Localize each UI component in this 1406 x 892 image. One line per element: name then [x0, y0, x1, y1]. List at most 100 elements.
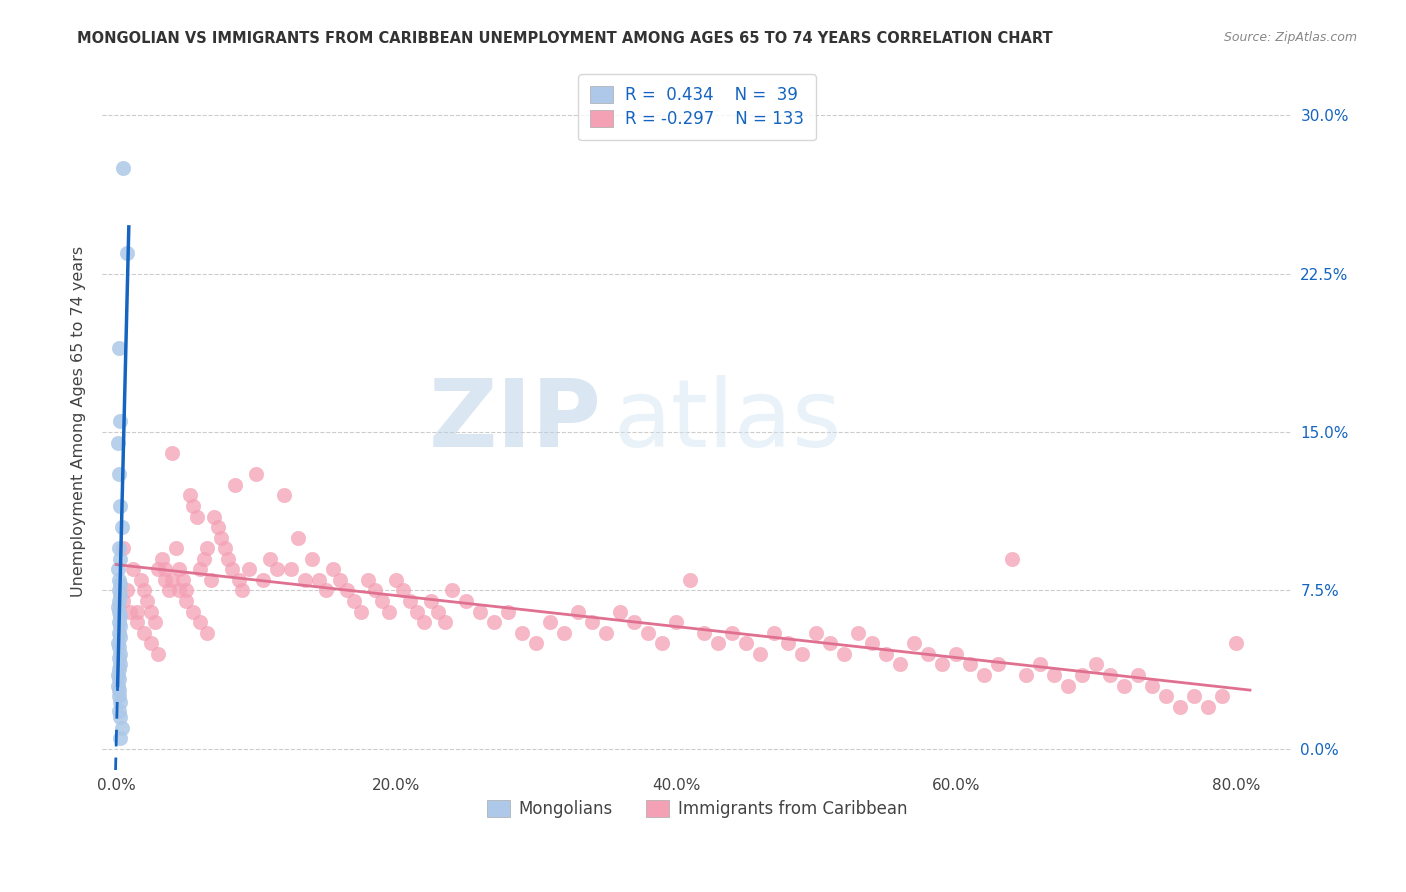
Point — [107, 562, 129, 576]
Point — [889, 657, 911, 672]
Point — [266, 562, 288, 576]
Point — [141, 605, 163, 619]
Point — [294, 573, 316, 587]
Point — [107, 435, 129, 450]
Point — [141, 636, 163, 650]
Point — [110, 499, 132, 513]
Point — [160, 573, 183, 587]
Point — [110, 619, 132, 633]
Point — [987, 657, 1010, 672]
Point — [181, 605, 204, 619]
Point — [1112, 679, 1135, 693]
Point — [420, 594, 443, 608]
Point — [1197, 699, 1219, 714]
Point — [427, 605, 450, 619]
Point — [406, 605, 429, 619]
Point — [110, 657, 132, 672]
Point — [287, 531, 309, 545]
Point — [357, 573, 380, 587]
Point — [152, 551, 174, 566]
Point — [127, 615, 149, 629]
Point — [665, 615, 688, 629]
Point — [315, 583, 337, 598]
Point — [181, 499, 204, 513]
Point — [193, 551, 215, 566]
Point — [120, 605, 142, 619]
Point — [108, 594, 131, 608]
Point — [108, 651, 131, 665]
Point — [1057, 679, 1080, 693]
Point — [1140, 679, 1163, 693]
Point — [482, 615, 505, 629]
Point — [350, 605, 373, 619]
Point — [107, 636, 129, 650]
Point — [301, 551, 323, 566]
Point — [1029, 657, 1052, 672]
Point — [1211, 689, 1233, 703]
Point — [108, 605, 131, 619]
Point — [322, 562, 344, 576]
Point — [1182, 689, 1205, 703]
Point — [209, 531, 232, 545]
Point — [273, 488, 295, 502]
Point — [343, 594, 366, 608]
Point — [329, 573, 352, 587]
Point — [112, 541, 135, 556]
Point — [392, 583, 415, 598]
Legend: Mongolians, Immigrants from Caribbean: Mongolians, Immigrants from Caribbean — [481, 793, 914, 824]
Point — [108, 682, 131, 697]
Point — [973, 668, 995, 682]
Point — [165, 541, 187, 556]
Point — [581, 615, 603, 629]
Point — [148, 562, 170, 576]
Point — [179, 488, 201, 502]
Point — [107, 668, 129, 682]
Point — [221, 562, 243, 576]
Point — [538, 615, 561, 629]
Point — [1001, 551, 1024, 566]
Point — [167, 583, 190, 598]
Point — [931, 657, 953, 672]
Point — [553, 625, 575, 640]
Point — [108, 467, 131, 482]
Point — [1168, 699, 1191, 714]
Point — [832, 647, 855, 661]
Point — [110, 647, 132, 661]
Point — [595, 625, 617, 640]
Point — [413, 615, 436, 629]
Point — [122, 562, 145, 576]
Point — [1126, 668, 1149, 682]
Point — [1071, 668, 1094, 682]
Point — [111, 721, 134, 735]
Point — [609, 605, 631, 619]
Point — [1154, 689, 1177, 703]
Point — [456, 594, 478, 608]
Point — [238, 562, 260, 576]
Point — [188, 615, 211, 629]
Point — [108, 672, 131, 686]
Point — [524, 636, 547, 650]
Point — [110, 577, 132, 591]
Point — [707, 636, 730, 650]
Point — [217, 551, 239, 566]
Point — [145, 615, 167, 629]
Point — [860, 636, 883, 650]
Point — [371, 594, 394, 608]
Point — [108, 573, 131, 587]
Point — [224, 478, 246, 492]
Y-axis label: Unemployment Among Ages 65 to 74 years: Unemployment Among Ages 65 to 74 years — [72, 246, 86, 597]
Point — [108, 704, 131, 718]
Point — [252, 573, 274, 587]
Point — [131, 573, 153, 587]
Point — [108, 341, 131, 355]
Point — [202, 509, 225, 524]
Point — [903, 636, 925, 650]
Point — [441, 583, 464, 598]
Point — [434, 615, 457, 629]
Point — [107, 600, 129, 615]
Point — [693, 625, 716, 640]
Point — [721, 625, 744, 640]
Point — [875, 647, 897, 661]
Point — [778, 636, 800, 650]
Point — [1225, 636, 1247, 650]
